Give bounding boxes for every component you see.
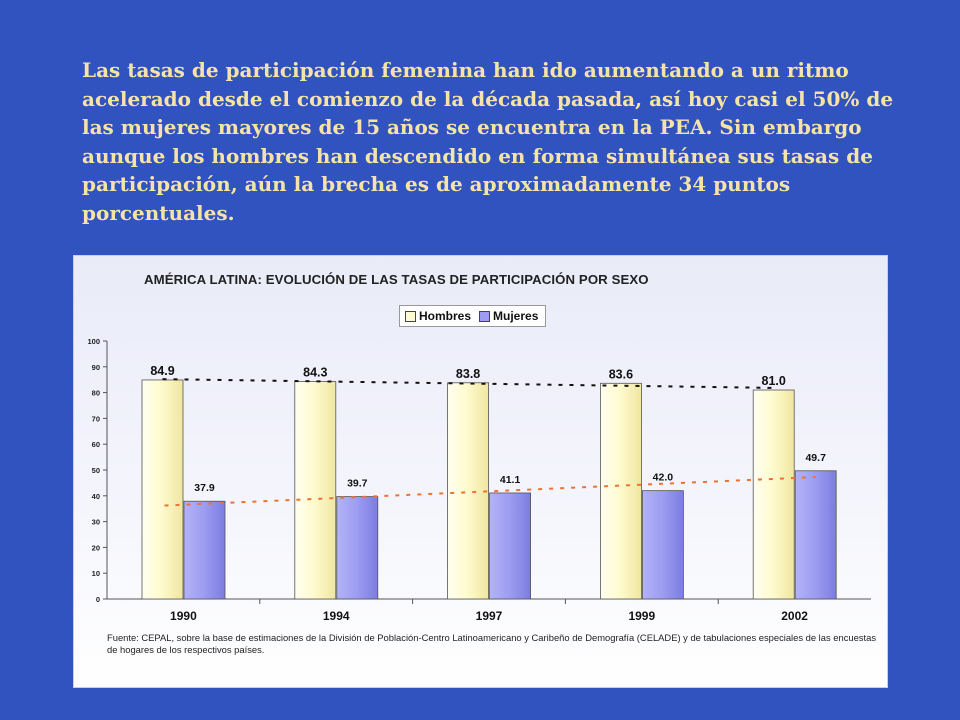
y-tick-label: 90 [92, 363, 100, 372]
bar-hombres-1997 [447, 382, 490, 600]
bar-chart: 0 10 20 30 40 50 60 70 80 90 100 84.9 37.9 1990 84.3 39… [87, 337, 871, 623]
bar-mujeres-1997 [489, 492, 532, 600]
chart-legend: Hombres Mujeres [399, 305, 547, 327]
y-tick-label: 60 [92, 440, 100, 449]
intro-paragraph: Las tasas de participación femenina han … [82, 58, 894, 225]
data-label-hombres-2002: 81.0 [762, 374, 786, 388]
legend-label-mujeres: Mujeres [493, 309, 539, 323]
legend-item-hombres: Hombres [405, 309, 471, 323]
y-tick-label: 10 [92, 569, 100, 578]
data-label-hombres-1999: 83.6 [609, 367, 633, 381]
bar-mujeres-2002 [794, 470, 837, 600]
bar-hombres-1990 [141, 379, 184, 600]
bar-hombres-1994 [294, 381, 337, 600]
data-label-mujeres-1990: 37.9 [194, 482, 215, 494]
y-tick-label: 80 [92, 389, 100, 398]
data-label-mujeres-1997: 41.1 [500, 474, 521, 486]
chart-panel: 0 10 20 30 40 50 60 70 80 90 100 84.9 37.9 1990 84.3 39… [73, 255, 888, 688]
legend-swatch-mujeres [479, 310, 491, 322]
source-note: Fuente: CEPAL, sobre la base de estimaci… [107, 632, 877, 655]
bar-hombres-1999 [600, 382, 642, 600]
y-tick-label: 100 [87, 337, 100, 346]
legend-label-hombres: Hombres [419, 309, 472, 323]
legend-swatch-hombres [405, 310, 416, 322]
y-tick-label: 30 [92, 518, 100, 527]
data-label-mujeres-2002: 49.7 [805, 452, 826, 464]
bar-mujeres-1994 [336, 496, 379, 600]
x-category-label-1994: 1994 [323, 609, 350, 623]
bar-mujeres-1990 [183, 500, 226, 600]
data-label-hombres-1997: 83.8 [456, 367, 480, 381]
x-category-label-1999: 1999 [628, 609, 655, 623]
data-label-hombres-1994: 84.3 [303, 366, 327, 380]
data-label-mujeres-1994: 39.7 [347, 478, 368, 490]
y-tick-label: 0 [96, 595, 100, 604]
x-category-label-1997: 1997 [476, 609, 503, 623]
data-label-hombres-1990: 84.9 [150, 364, 174, 378]
chart-title: AMÉRICA LATINA: EVOLUCIÓN DE LAS TASAS D… [144, 272, 649, 287]
bar-hombres-2002 [752, 389, 795, 600]
x-category-label-1990: 1990 [170, 609, 197, 623]
legend-item-mujeres: Mujeres [479, 309, 538, 323]
y-tick-label: 20 [92, 543, 100, 552]
y-tick-label: 50 [92, 466, 100, 475]
trendline-hombres [162, 378, 774, 389]
y-tick-label: 40 [92, 492, 100, 501]
x-category-label-2002: 2002 [781, 609, 808, 623]
y-tick-label: 70 [92, 414, 100, 423]
bar-mujeres-1999 [642, 490, 684, 600]
data-label-mujeres-1999: 42.0 [653, 472, 674, 484]
